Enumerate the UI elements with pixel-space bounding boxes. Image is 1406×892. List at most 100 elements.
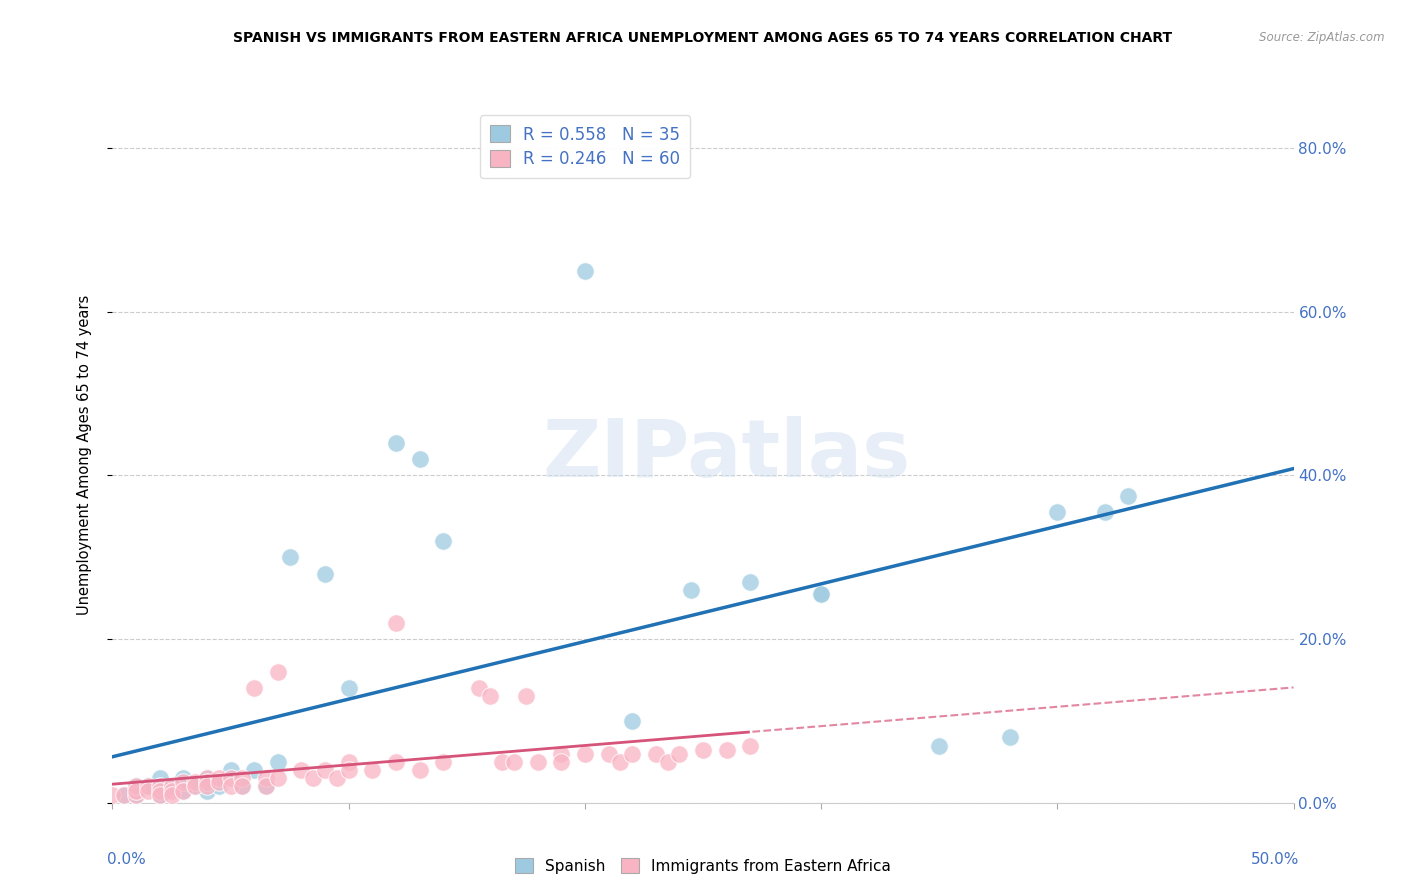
Text: ZIPatlas: ZIPatlas — [543, 416, 911, 494]
Point — [290, 763, 312, 777]
Point — [219, 763, 242, 777]
Point — [195, 783, 218, 797]
Point — [160, 780, 183, 794]
Point — [125, 780, 148, 794]
Point — [195, 771, 218, 785]
Point — [254, 780, 277, 794]
Point — [740, 739, 762, 753]
Point — [184, 775, 207, 789]
Point — [716, 742, 738, 756]
Point — [208, 775, 231, 789]
Point — [467, 681, 489, 696]
Point — [136, 780, 159, 794]
Point — [408, 763, 430, 777]
Point — [609, 755, 631, 769]
Point — [491, 755, 513, 769]
Point — [243, 763, 266, 777]
Point — [149, 788, 172, 802]
Point — [160, 780, 183, 794]
Point — [112, 788, 135, 802]
Point — [172, 783, 194, 797]
Point — [574, 264, 596, 278]
Point — [125, 788, 148, 802]
Point — [657, 755, 679, 769]
Point — [254, 771, 277, 785]
Point — [408, 452, 430, 467]
Point — [337, 763, 360, 777]
Point — [515, 690, 537, 704]
Point — [125, 780, 148, 794]
Point — [243, 681, 266, 696]
Point — [692, 742, 714, 756]
Point — [254, 780, 277, 794]
Text: 0.0%: 0.0% — [107, 852, 145, 866]
Point — [172, 783, 194, 797]
Point — [125, 788, 148, 802]
Point — [385, 615, 408, 630]
Point — [928, 739, 950, 753]
Point — [267, 665, 290, 679]
Point — [267, 771, 290, 785]
Legend: R = 0.558   N = 35, R = 0.246   N = 60: R = 0.558 N = 35, R = 0.246 N = 60 — [479, 115, 690, 178]
Point — [621, 747, 644, 761]
Point — [810, 587, 832, 601]
Point — [219, 780, 242, 794]
Point — [1094, 505, 1116, 519]
Text: SPANISH VS IMMIGRANTS FROM EASTERN AFRICA UNEMPLOYMENT AMONG AGES 65 TO 74 YEARS: SPANISH VS IMMIGRANTS FROM EASTERN AFRIC… — [233, 31, 1173, 45]
Point — [550, 755, 572, 769]
Point — [314, 566, 336, 581]
Point — [479, 690, 502, 704]
Point — [503, 755, 526, 769]
Point — [184, 780, 207, 794]
Point — [208, 780, 231, 794]
Point — [337, 755, 360, 769]
Point — [644, 747, 666, 761]
Point — [668, 747, 690, 761]
Point — [432, 533, 454, 548]
Point — [337, 681, 360, 696]
Point — [1116, 489, 1139, 503]
Point — [136, 780, 159, 794]
Point — [172, 775, 194, 789]
Point — [278, 550, 301, 565]
Point — [574, 747, 596, 761]
Point — [136, 783, 159, 797]
Point — [550, 747, 572, 761]
Point — [149, 780, 172, 794]
Point — [998, 731, 1021, 745]
Point — [149, 783, 172, 797]
Point — [432, 755, 454, 769]
Point — [302, 771, 325, 785]
Point — [112, 788, 135, 802]
Point — [314, 763, 336, 777]
Point — [160, 788, 183, 802]
Point — [219, 771, 242, 785]
Point — [195, 775, 218, 789]
Point — [385, 435, 408, 450]
Point — [195, 780, 218, 794]
Point — [149, 771, 172, 785]
Point — [526, 755, 548, 769]
Point — [231, 771, 253, 785]
Point — [160, 783, 183, 797]
Point — [1046, 505, 1069, 519]
Legend: Spanish, Immigrants from Eastern Africa: Spanish, Immigrants from Eastern Africa — [509, 852, 897, 880]
Point — [231, 780, 253, 794]
Point — [267, 755, 290, 769]
Point — [184, 780, 207, 794]
Text: 50.0%: 50.0% — [1251, 852, 1299, 866]
Point — [810, 587, 832, 601]
Point — [621, 714, 644, 728]
Point — [326, 771, 349, 785]
Point — [385, 755, 408, 769]
Point — [101, 788, 124, 802]
Point — [125, 783, 148, 797]
Point — [172, 771, 194, 785]
Point — [195, 771, 218, 785]
Point — [208, 771, 231, 785]
Point — [149, 788, 172, 802]
Y-axis label: Unemployment Among Ages 65 to 74 years: Unemployment Among Ages 65 to 74 years — [77, 294, 91, 615]
Point — [681, 582, 703, 597]
Point — [740, 574, 762, 589]
Text: Source: ZipAtlas.com: Source: ZipAtlas.com — [1260, 31, 1385, 45]
